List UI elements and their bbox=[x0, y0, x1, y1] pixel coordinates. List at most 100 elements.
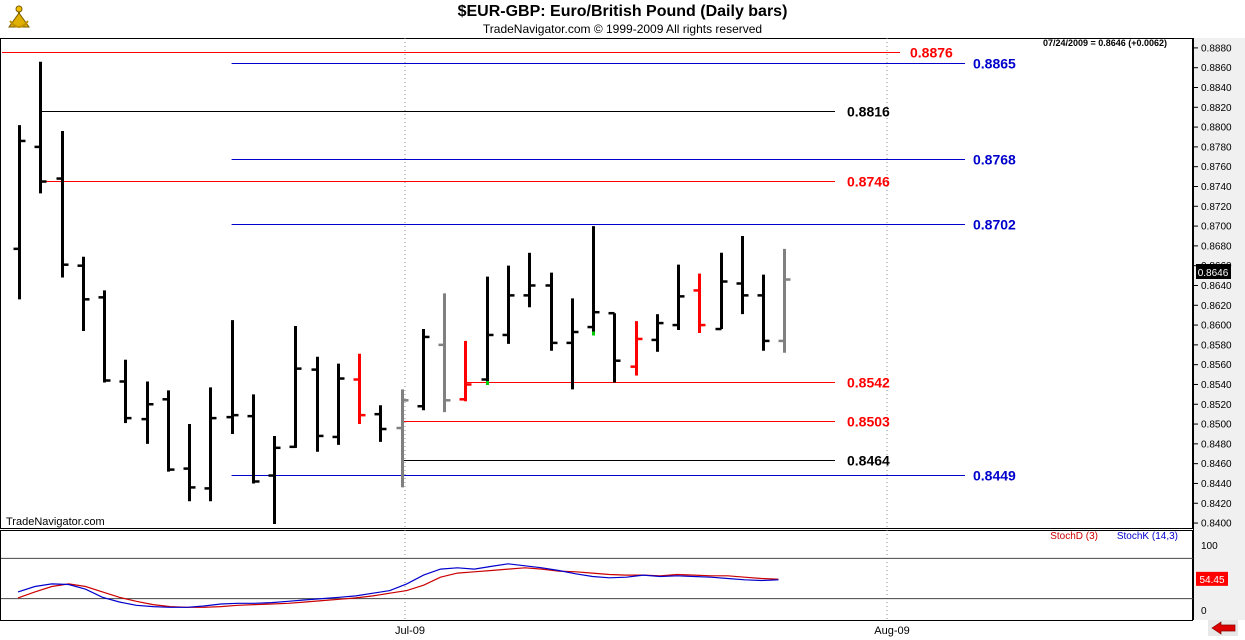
ohlc-bar bbox=[311, 356, 324, 452]
y-tick-label: 0.8680 bbox=[1201, 241, 1232, 252]
signal-dot bbox=[592, 331, 595, 336]
left-arrow-icon[interactable] bbox=[1208, 620, 1238, 636]
y-tick-label: 0.8440 bbox=[1201, 479, 1232, 490]
current-price-box bbox=[1196, 264, 1231, 279]
ohlc-bar bbox=[459, 340, 472, 402]
ohlc-bar bbox=[141, 381, 154, 444]
axis-background bbox=[1193, 38, 1245, 620]
current-price-label: 0.8646 bbox=[1198, 268, 1229, 279]
y-tick-label: 0.8760 bbox=[1201, 162, 1232, 173]
stochk-legend: StochK (14,3) bbox=[1117, 531, 1178, 542]
chart-header: $EUR-GBP: Euro/British Pound (Daily bars… bbox=[0, 0, 1245, 38]
level-label: 0.8542 bbox=[847, 375, 890, 391]
ohlc-bar bbox=[226, 320, 239, 434]
ohlc-bar bbox=[374, 405, 387, 442]
y-tick-label: 0.8780 bbox=[1201, 142, 1232, 153]
ohlc-bar bbox=[693, 273, 706, 333]
y-tick-label: 0.8480 bbox=[1201, 439, 1232, 450]
chart-title: $EUR-GBP: Euro/British Pound (Daily bars… bbox=[457, 3, 788, 20]
y-tick-label: 0.8500 bbox=[1201, 420, 1232, 431]
ohlc-bar bbox=[736, 235, 749, 315]
stochastic-panel: StochD (3) StochK (14,3) 100 0 54.45 bbox=[1, 531, 1228, 617]
level-label: 0.8865 bbox=[973, 56, 1016, 72]
level-label: 0.8746 bbox=[847, 174, 890, 190]
chart-frame bbox=[0, 38, 1245, 621]
ohlc-bar bbox=[481, 276, 494, 383]
y-tick-label: 0.8460 bbox=[1201, 459, 1232, 470]
stochd-legend: StochD (3) bbox=[1050, 531, 1098, 542]
y-tick-label: 0.8700 bbox=[1201, 222, 1232, 233]
y-tick-label: 0.8740 bbox=[1201, 182, 1232, 193]
y-tick-label: 0.8620 bbox=[1201, 301, 1232, 312]
date-axis: Jul-09 Aug-09 bbox=[395, 625, 910, 637]
y-tick-label: 0.8600 bbox=[1201, 321, 1232, 332]
signal-dot bbox=[486, 380, 489, 385]
support-resistance-levels: 0.8876 0.8865 0.8816 0.8768 0.8746 0.8702 0.85… bbox=[2, 45, 1016, 484]
stoch-last-value-box bbox=[1196, 571, 1228, 586]
ohlc-bar bbox=[162, 390, 175, 472]
ohlc-bar bbox=[651, 314, 664, 352]
ohlc-bar bbox=[353, 353, 366, 425]
y-tick-label: 0.8520 bbox=[1201, 400, 1232, 411]
ohlc-bar bbox=[268, 435, 281, 525]
ohlc-bar bbox=[630, 321, 643, 376]
ohlc-bar bbox=[204, 387, 217, 502]
ohlc-bar bbox=[587, 226, 600, 333]
ohlc-bar bbox=[98, 290, 111, 383]
stoch-panel-frame bbox=[0, 530, 1193, 621]
ohlc-bar bbox=[119, 359, 132, 424]
ohlc-bar bbox=[523, 252, 536, 308]
y-tick-label: 0.8820 bbox=[1201, 103, 1232, 114]
ohlc-bar bbox=[332, 363, 345, 445]
chart-subtitle: TradeNavigator.com © 1999-2009 All right… bbox=[482, 22, 763, 36]
ohlc-bar bbox=[34, 61, 47, 194]
price-readout: 07/24/2009 = 0.8646 (+0.0062) bbox=[1043, 38, 1167, 48]
x-tick-label: Jul-09 bbox=[395, 625, 425, 637]
ohlc-bar bbox=[183, 424, 196, 502]
y-tick-label: 0.8400 bbox=[1201, 519, 1232, 530]
y-tick-label: 0.8560 bbox=[1201, 360, 1232, 371]
stoch-y-tick-label: 100 bbox=[1201, 541, 1218, 552]
ohlc-bars bbox=[13, 61, 791, 525]
stoch-series-line bbox=[17, 563, 779, 608]
y-tick-label: 0.8860 bbox=[1201, 63, 1232, 74]
ohlc-bar bbox=[417, 329, 430, 411]
watermark-label: TradeNavigator.com bbox=[6, 516, 105, 528]
ohlc-bar bbox=[672, 264, 685, 331]
price-axis: 0.8880 0.8860 0.8840 0.8820 0.8800 0.8780 0.87… bbox=[1193, 43, 1232, 530]
ohlc-bar bbox=[289, 326, 302, 449]
level-label: 0.8449 bbox=[973, 468, 1016, 484]
stoch-y-tick-label: 0 bbox=[1201, 606, 1207, 617]
level-label: 0.8816 bbox=[847, 104, 890, 120]
level-label: 0.8768 bbox=[973, 152, 1016, 168]
ohlc-bar bbox=[247, 394, 260, 484]
y-tick-label: 0.8580 bbox=[1201, 340, 1232, 351]
stoch-last-value: 54.45 bbox=[1199, 575, 1224, 586]
ohlc-bar bbox=[502, 265, 515, 344]
price-panel bbox=[0, 38, 1193, 529]
y-tick-label: 0.8720 bbox=[1201, 202, 1232, 213]
y-tick-label: 0.8420 bbox=[1201, 499, 1232, 510]
ohlc-bar bbox=[56, 131, 69, 278]
y-tick-label: 0.8800 bbox=[1201, 123, 1232, 134]
ohlc-bar bbox=[608, 311, 621, 383]
y-tick-label: 0.8880 bbox=[1201, 43, 1232, 54]
ohlc-bar bbox=[566, 298, 579, 390]
level-label: 0.8464 bbox=[847, 453, 890, 469]
grid-lines bbox=[404, 38, 888, 620]
ohlc-bar bbox=[545, 272, 558, 351]
y-tick-label: 0.8540 bbox=[1201, 380, 1232, 391]
ohlc-bar bbox=[757, 274, 770, 351]
level-label: 0.8702 bbox=[973, 217, 1016, 233]
ohlc-bar bbox=[77, 256, 90, 332]
ohlc-bar bbox=[396, 389, 409, 488]
sextant-icon[interactable] bbox=[4, 3, 34, 33]
level-label: 0.8876 bbox=[910, 45, 953, 61]
x-tick-label: Aug-09 bbox=[874, 625, 909, 637]
y-tick-label: 0.8840 bbox=[1201, 83, 1232, 94]
y-tick-label: 0.8640 bbox=[1201, 281, 1232, 292]
ohlc-bar bbox=[438, 293, 451, 413]
level-label: 0.8503 bbox=[847, 414, 890, 430]
ohlc-bar bbox=[778, 248, 791, 353]
